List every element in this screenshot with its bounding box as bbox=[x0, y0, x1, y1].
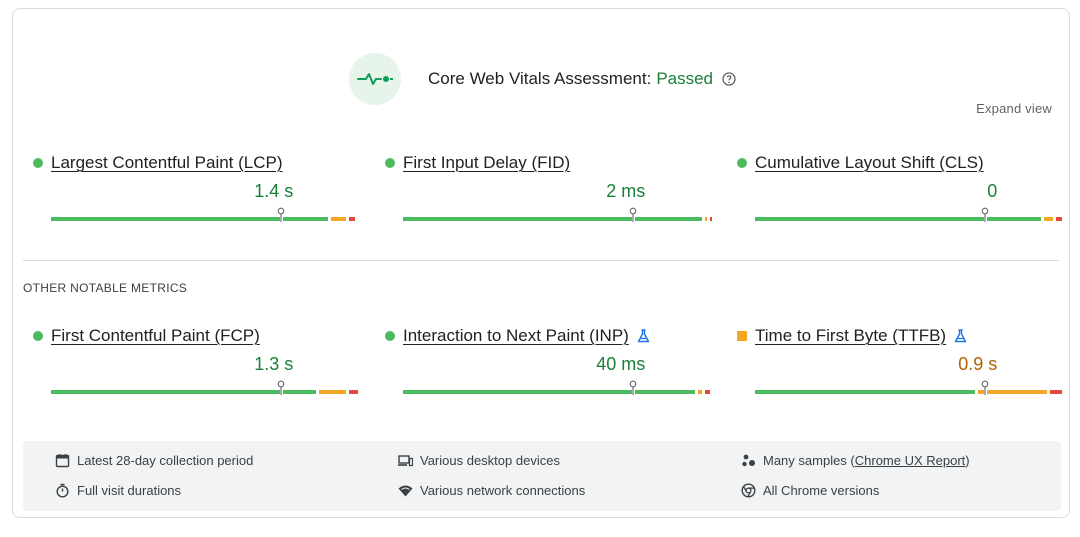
footer-item-visit-durations: Full visit durations bbox=[55, 483, 181, 498]
needs-improvement-segment bbox=[977, 390, 1047, 394]
section-divider bbox=[23, 260, 1059, 261]
metric-value: 1.4 s bbox=[254, 181, 294, 201]
metric-value: 2 ms bbox=[606, 181, 646, 201]
distribution-bar bbox=[755, 390, 1062, 394]
percentile-marker-icon bbox=[629, 207, 637, 222]
pulse-icon bbox=[349, 53, 401, 105]
metric-header: Time to First Byte (TTFB) bbox=[737, 325, 1047, 347]
good-segment bbox=[403, 390, 695, 394]
samples-icon bbox=[742, 454, 755, 467]
needs-improvement-segment bbox=[1043, 217, 1053, 221]
poor-segment bbox=[1055, 217, 1062, 221]
metric-header: Largest Contentful Paint (LCP) bbox=[33, 152, 343, 174]
good-segment bbox=[51, 217, 328, 221]
footer-item-network: Various network connections bbox=[398, 483, 585, 498]
good-dot-icon bbox=[33, 158, 43, 168]
flask-icon[interactable] bbox=[954, 329, 967, 343]
metric-fid: First Input Delay (FID) 2 ms bbox=[385, 152, 713, 232]
other-metrics-label: OTHER NOTABLE METRICS bbox=[23, 281, 188, 295]
assessment-title: Core Web Vitals Assessment: Passed bbox=[428, 69, 714, 88]
metric-value: 1.3 s bbox=[254, 354, 294, 374]
metric-header: First Input Delay (FID) bbox=[385, 152, 695, 174]
distribution-bar bbox=[51, 217, 358, 221]
metric-name-link[interactable]: First Input Delay (FID) bbox=[403, 153, 571, 172]
devices-icon bbox=[398, 455, 413, 467]
metric-value: 40 ms bbox=[596, 354, 646, 374]
footer-item-collection-period: Latest 28-day collection period bbox=[55, 453, 253, 468]
percentile-marker-icon bbox=[629, 380, 637, 395]
needs-improvement-square-icon bbox=[737, 331, 747, 341]
metric-cls: Cumulative Layout Shift (CLS) 0 bbox=[737, 152, 1062, 232]
good-dot-icon bbox=[385, 331, 395, 341]
distribution-bar bbox=[403, 390, 710, 394]
metric-name-link[interactable]: Largest Contentful Paint (LCP) bbox=[51, 153, 283, 172]
footer-item-devices: Various desktop devices bbox=[398, 453, 560, 468]
percentile-marker-icon bbox=[981, 380, 989, 395]
poor-segment bbox=[348, 217, 355, 221]
poor-segment bbox=[348, 390, 358, 394]
good-segment bbox=[51, 390, 316, 394]
good-segment bbox=[755, 390, 975, 394]
poor-segment bbox=[710, 217, 713, 221]
chrome-icon bbox=[741, 483, 756, 498]
good-dot-icon bbox=[737, 158, 747, 168]
needs-improvement-segment bbox=[330, 217, 346, 221]
metric-value: 0.9 s bbox=[958, 354, 998, 374]
needs-improvement-segment bbox=[318, 390, 346, 394]
good-dot-icon bbox=[33, 331, 43, 341]
metric-fcp: First Contentful Paint (FCP) 1.3 s bbox=[33, 325, 358, 405]
metric-header: First Contentful Paint (FCP) bbox=[33, 325, 343, 347]
metric-header: Interaction to Next Paint (INP) bbox=[385, 325, 695, 347]
metric-ttfb: Time to First Byte (TTFB) 0.9 s bbox=[737, 325, 1062, 405]
needs-improvement-segment bbox=[705, 217, 708, 221]
distribution-bar bbox=[51, 390, 358, 394]
percentile-marker-icon bbox=[981, 207, 989, 222]
percentile-marker-icon bbox=[277, 380, 285, 395]
metric-lcp: Largest Contentful Paint (LCP) 1.4 s bbox=[33, 152, 355, 232]
stopwatch-icon bbox=[56, 483, 69, 498]
footer-item-samples: Many samples (Chrome UX Report) bbox=[741, 453, 970, 468]
chrome-ux-report-link[interactable]: Chrome UX Report bbox=[854, 453, 966, 468]
expand-view-button[interactable]: Expand view bbox=[976, 101, 1052, 116]
needs-improvement-segment bbox=[697, 390, 703, 394]
metric-header: Cumulative Layout Shift (CLS) bbox=[737, 152, 1047, 174]
good-dot-icon bbox=[385, 158, 395, 168]
footer-item-chrome-versions: All Chrome versions bbox=[741, 483, 879, 498]
distribution-bar bbox=[755, 217, 1062, 221]
help-icon[interactable] bbox=[722, 72, 736, 86]
metric-inp: Interaction to Next Paint (INP) 40 ms bbox=[385, 325, 710, 405]
metric-name-link[interactable]: First Contentful Paint (FCP) bbox=[51, 326, 260, 345]
metric-name-link[interactable]: Interaction to Next Paint (INP) bbox=[403, 326, 629, 345]
data-info-footer: Latest 28-day collection period Various … bbox=[23, 441, 1061, 511]
poor-segment bbox=[705, 390, 710, 394]
poor-segment bbox=[1049, 390, 1062, 394]
percentile-marker-icon bbox=[277, 207, 285, 222]
assessment-header: Core Web Vitals Assessment: Passed bbox=[349, 53, 736, 105]
core-web-vitals-card: Core Web Vitals Assessment: Passed Expand… bbox=[12, 8, 1070, 518]
good-segment bbox=[755, 217, 1041, 221]
calendar-icon bbox=[55, 454, 70, 468]
metric-name-link[interactable]: Time to First Byte (TTFB) bbox=[755, 326, 947, 345]
assessment-status: Passed bbox=[656, 69, 714, 88]
good-segment bbox=[403, 217, 703, 221]
wifi-icon bbox=[398, 485, 413, 497]
distribution-bar bbox=[403, 217, 713, 221]
metric-value: 0 bbox=[987, 181, 998, 201]
metric-name-link[interactable]: Cumulative Layout Shift (CLS) bbox=[755, 153, 984, 172]
flask-icon[interactable] bbox=[637, 329, 650, 343]
